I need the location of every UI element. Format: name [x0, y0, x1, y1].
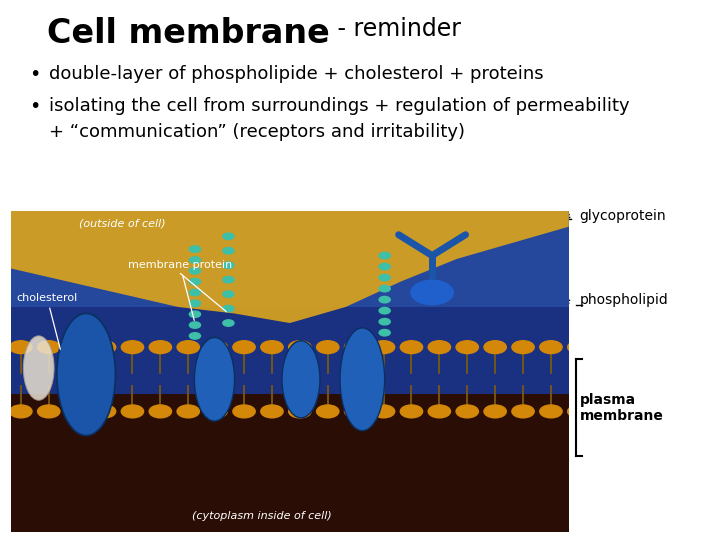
- Text: - reminder: - reminder: [330, 17, 461, 41]
- Circle shape: [9, 405, 32, 418]
- Circle shape: [289, 341, 311, 354]
- Circle shape: [37, 341, 60, 354]
- Circle shape: [512, 405, 534, 418]
- Circle shape: [223, 262, 234, 268]
- Circle shape: [189, 300, 201, 307]
- Circle shape: [223, 276, 234, 283]
- Text: plasma
membrane: plasma membrane: [580, 393, 663, 423]
- Circle shape: [484, 405, 506, 418]
- Circle shape: [400, 405, 423, 418]
- Circle shape: [344, 341, 366, 354]
- Circle shape: [189, 257, 201, 263]
- Circle shape: [233, 405, 255, 418]
- Text: double-layer of phospholipide + cholesterol + proteins: double-layer of phospholipide + choleste…: [49, 65, 544, 83]
- Ellipse shape: [23, 336, 54, 400]
- Circle shape: [428, 341, 451, 354]
- Circle shape: [379, 286, 390, 292]
- Text: (outside of cell): (outside of cell): [79, 219, 166, 228]
- Circle shape: [540, 341, 562, 354]
- Circle shape: [261, 405, 283, 418]
- Circle shape: [567, 405, 590, 418]
- Circle shape: [372, 341, 395, 354]
- Circle shape: [379, 252, 390, 259]
- Circle shape: [372, 405, 395, 418]
- Circle shape: [512, 341, 534, 354]
- Bar: [11, 211, 569, 307]
- Circle shape: [223, 233, 234, 240]
- Circle shape: [223, 247, 234, 254]
- Circle shape: [94, 341, 116, 354]
- Circle shape: [66, 341, 88, 354]
- Circle shape: [149, 341, 171, 354]
- Circle shape: [456, 341, 478, 354]
- Circle shape: [400, 341, 423, 354]
- Circle shape: [379, 319, 390, 325]
- Circle shape: [66, 405, 88, 418]
- Circle shape: [411, 280, 454, 305]
- Bar: [11, 394, 569, 532]
- Text: membrane protein: membrane protein: [128, 260, 233, 320]
- Circle shape: [379, 264, 390, 270]
- Circle shape: [379, 274, 390, 281]
- Text: phospholipid: phospholipid: [580, 293, 668, 307]
- Circle shape: [121, 405, 143, 418]
- Circle shape: [484, 341, 506, 354]
- Circle shape: [567, 341, 590, 354]
- Text: + “communication” (receptors and irritability): + “communication” (receptors and irritab…: [49, 123, 465, 140]
- Circle shape: [317, 405, 339, 418]
- Text: isolating the cell from surroundings + regulation of permeability: isolating the cell from surroundings + r…: [49, 97, 629, 115]
- Ellipse shape: [57, 313, 115, 435]
- Text: cholesterol: cholesterol: [17, 293, 78, 349]
- Circle shape: [121, 341, 143, 354]
- Circle shape: [189, 279, 201, 285]
- Circle shape: [37, 405, 60, 418]
- Circle shape: [189, 246, 201, 252]
- Circle shape: [289, 405, 311, 418]
- Circle shape: [9, 341, 32, 354]
- Ellipse shape: [340, 328, 384, 431]
- Ellipse shape: [63, 325, 110, 434]
- Circle shape: [149, 405, 171, 418]
- Circle shape: [205, 405, 228, 418]
- Circle shape: [177, 405, 199, 418]
- Text: (cytoplasm inside of cell): (cytoplasm inside of cell): [192, 511, 332, 521]
- Circle shape: [317, 341, 339, 354]
- Ellipse shape: [194, 338, 235, 421]
- Circle shape: [233, 341, 255, 354]
- Circle shape: [428, 405, 451, 418]
- Text: •: •: [29, 97, 40, 116]
- Circle shape: [540, 405, 562, 418]
- Text: Cell membrane: Cell membrane: [47, 17, 330, 50]
- Circle shape: [456, 405, 478, 418]
- Circle shape: [94, 405, 116, 418]
- Circle shape: [344, 405, 366, 418]
- Text: glycoprotein: glycoprotein: [580, 209, 666, 223]
- Circle shape: [189, 322, 201, 328]
- Circle shape: [379, 296, 390, 303]
- Circle shape: [379, 329, 390, 336]
- Circle shape: [189, 333, 201, 339]
- Circle shape: [205, 341, 228, 354]
- Polygon shape: [11, 211, 569, 323]
- Circle shape: [223, 320, 234, 326]
- Bar: [11, 211, 569, 394]
- Circle shape: [189, 268, 201, 274]
- Circle shape: [261, 341, 283, 354]
- Circle shape: [189, 311, 201, 318]
- Circle shape: [379, 307, 390, 314]
- Text: •: •: [29, 65, 40, 84]
- Circle shape: [223, 306, 234, 312]
- Circle shape: [223, 291, 234, 298]
- Circle shape: [189, 289, 201, 296]
- Ellipse shape: [282, 341, 320, 418]
- Circle shape: [177, 341, 199, 354]
